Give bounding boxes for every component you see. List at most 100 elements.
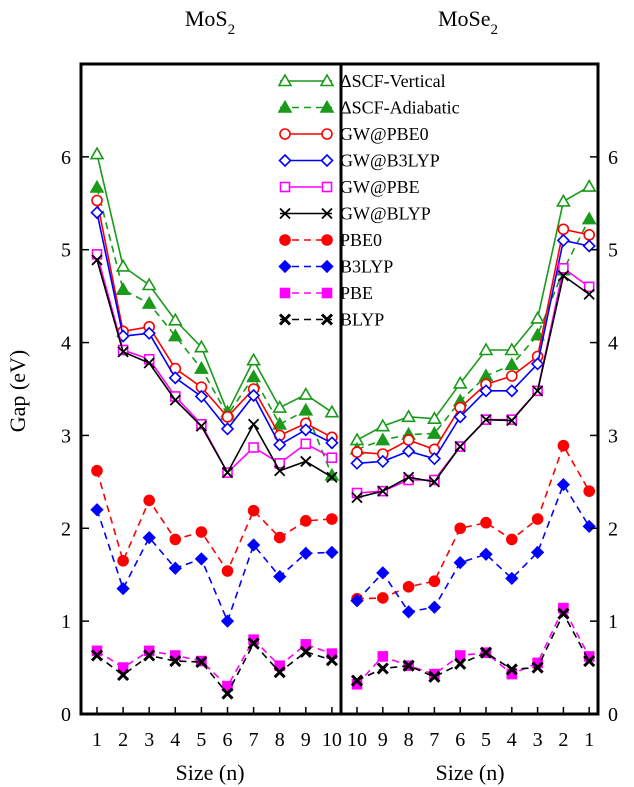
data-point (402, 471, 415, 483)
data-point (505, 533, 518, 546)
legend-marker (279, 207, 291, 220)
data-point (556, 233, 571, 248)
data-point (325, 436, 339, 450)
data-point (583, 485, 596, 497)
data-point (401, 605, 416, 619)
series-line (356, 185, 590, 441)
series-line (356, 274, 590, 499)
data-point (91, 254, 103, 266)
legend-marker (319, 73, 335, 87)
legend-label: B3LYP (340, 257, 393, 277)
x-tick-label: 9 (301, 729, 311, 751)
legend-entry: GW@PBE0 (279, 124, 429, 144)
data-point (376, 662, 389, 675)
data-point (452, 375, 468, 389)
data-point (350, 674, 364, 687)
legend-label: GW@B3LYP (340, 151, 440, 171)
data-point (581, 211, 597, 225)
data-point (583, 288, 595, 300)
data-point (478, 342, 494, 356)
x-tick-label: 3 (533, 729, 543, 751)
data-point (194, 360, 209, 374)
series-2 (91, 194, 596, 460)
legend-label: GW@PBE0 (340, 124, 429, 144)
panel-title-right: MoSe2 (438, 6, 498, 38)
data-point (143, 494, 155, 507)
series-3 (90, 205, 596, 470)
data-point (324, 404, 340, 418)
series-line (356, 606, 590, 685)
legend-label: ΔSCF-Vertical (340, 71, 446, 91)
data-point (195, 420, 208, 432)
x-tick-label: 2 (118, 729, 128, 751)
series-line (356, 228, 590, 455)
legend-marker (277, 73, 293, 87)
legend-entry: ΔSCF-Vertical (277, 71, 446, 91)
data-point (143, 649, 156, 662)
x-tick-label: 2 (558, 729, 568, 751)
data-point (194, 389, 209, 404)
data-point (142, 326, 156, 340)
data-point (221, 565, 234, 577)
legend-label: BLYP (340, 310, 384, 330)
data-point (582, 239, 596, 253)
data-point (273, 438, 287, 452)
legend-entry: ΔSCF-Adiabatic (277, 98, 460, 118)
series-line (356, 611, 590, 682)
frame-layer (79, 62, 600, 716)
x-tick-label: 8 (275, 729, 285, 751)
x-tick-label: 9 (378, 729, 388, 751)
legend-marker (279, 181, 291, 193)
data-point (454, 522, 467, 535)
y-tick-label-left: 5 (61, 240, 71, 262)
data-point (558, 262, 569, 274)
legend-label: GW@BLYP (340, 204, 431, 224)
series-line (96, 254, 333, 474)
data-point (453, 556, 467, 570)
x-tick-label: 6 (455, 729, 465, 751)
data-point (531, 661, 544, 674)
data-point (326, 513, 338, 525)
data-point (89, 179, 105, 193)
legend-marker (279, 287, 291, 299)
data-point (90, 205, 104, 220)
y-tick-label-right: 3 (608, 425, 618, 447)
legend-marker (321, 287, 333, 299)
series-8 (91, 602, 595, 692)
data-point (195, 526, 208, 538)
data-point (300, 455, 312, 468)
data-point (504, 342, 520, 356)
legend-marker (320, 153, 334, 168)
data-point (298, 386, 314, 400)
y-tick-label-left: 0 (61, 704, 71, 726)
data-point (91, 194, 103, 207)
series-line (96, 153, 333, 415)
data-point (246, 352, 261, 366)
series-line (96, 187, 333, 476)
data-point (530, 545, 545, 560)
axis-layer: Gap (eV) MoS2 MoSe2 Size (n) Size (n) 0 0… (5, 6, 618, 785)
legend-marker (278, 259, 292, 274)
data-point (246, 388, 261, 403)
x-tick-label: 1 (584, 729, 594, 751)
y-tick-label-left: 3 (61, 425, 71, 447)
data-point (168, 561, 182, 575)
data-point (90, 503, 104, 517)
data-point (274, 465, 286, 477)
data-point (401, 444, 416, 458)
legend-marker (278, 313, 292, 326)
data-point (531, 385, 544, 397)
data-point (169, 394, 181, 406)
x-tick-label: 10 (347, 729, 367, 751)
data-point (222, 680, 233, 692)
data-point (402, 580, 415, 593)
data-point (221, 411, 234, 423)
legend-label: PBE0 (340, 230, 382, 250)
data-point (248, 442, 259, 453)
data-point (375, 418, 391, 432)
x-tick-label: 8 (404, 729, 414, 751)
data-point (325, 545, 339, 560)
data-point (117, 346, 129, 358)
x-tick-label: 3 (144, 729, 154, 751)
x-axis-title-left: Size (n) (175, 760, 244, 785)
